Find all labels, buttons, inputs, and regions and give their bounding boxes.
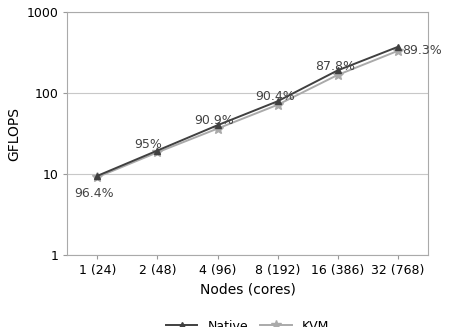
- KVM: [95, 175, 100, 179]
- Text: 87.8%: 87.8%: [315, 60, 355, 73]
- Text: 95%: 95%: [135, 138, 162, 151]
- Y-axis label: GFLOPS: GFLOPS: [7, 107, 21, 161]
- Native: [215, 123, 220, 127]
- KVM: [275, 103, 280, 107]
- KVM: [395, 49, 400, 53]
- Native: [95, 174, 100, 178]
- Native: [335, 68, 340, 72]
- Native: [155, 148, 160, 152]
- KVM: [155, 150, 160, 154]
- KVM: [335, 73, 340, 77]
- KVM: [215, 127, 220, 130]
- Native: [395, 45, 400, 49]
- Text: 89.3%: 89.3%: [402, 44, 442, 58]
- Native: [275, 99, 280, 103]
- Line: Native: Native: [94, 43, 401, 179]
- Legend: Native, KVM: Native, KVM: [161, 315, 334, 327]
- Text: 90.4%: 90.4%: [255, 90, 294, 103]
- Text: 90.9%: 90.9%: [195, 114, 234, 127]
- Text: 96.4%: 96.4%: [75, 187, 114, 200]
- Line: KVM: KVM: [93, 46, 403, 182]
- X-axis label: Nodes (cores): Nodes (cores): [200, 283, 296, 297]
